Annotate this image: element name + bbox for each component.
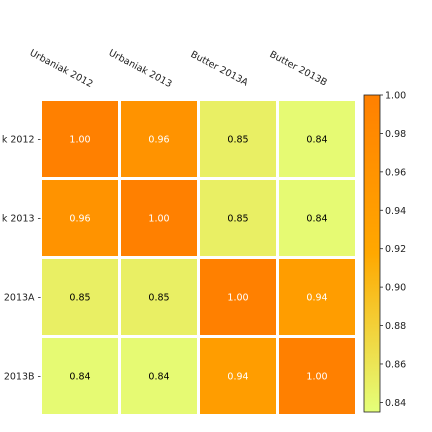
heatmap-cell-r1-c0 [42, 180, 118, 256]
colorbar: 1.00 0.98 0.96 0.94 0.92 0.90 0.88 0.86 0.84 [363, 91, 406, 413]
cell-label-r1-c2: 0.85 [227, 214, 248, 225]
colorbar-tick-label-0: 1.00 [385, 91, 406, 102]
colorbar-tick-label-7: 0.86 [385, 359, 406, 370]
y-tick-label-1: k 2013 - [2, 214, 41, 225]
heatmap-cell-r1-c1 [121, 180, 197, 256]
heatmap-cell-labels: 1.00 0.96 0.85 0.84 0.96 1.00 0.85 0.84 0.85 0.85… [69, 135, 327, 383]
colorbar-tick-label-4: 0.92 [385, 244, 406, 255]
colorbar-tick-label-5: 0.90 [385, 283, 406, 294]
heatmap-cell-r2-c1 [121, 259, 197, 335]
heatmap-cells [42, 101, 355, 414]
cell-label-r0-c2: 0.85 [227, 135, 248, 146]
cell-label-r0-c1: 0.96 [148, 135, 169, 146]
x-tick-label-0: Urbaniak 2012 [28, 48, 95, 91]
heatmap-cell-r2-c0 [42, 259, 118, 335]
cell-label-r1-c3: 0.84 [306, 214, 327, 225]
cell-label-r3-c1: 0.84 [148, 372, 169, 383]
heatmap-cell-r3-c1 [121, 338, 197, 414]
cell-label-r2-c3: 0.94 [306, 293, 327, 304]
cell-label-r0-c0: 1.00 [69, 135, 90, 146]
heatmap-cell-r2-c3 [279, 259, 355, 335]
heatmap-cell-r2-c2 [200, 259, 276, 335]
heatmap-cell-r3-c2 [200, 338, 276, 414]
colorbar-gradient [363, 94, 381, 413]
x-tick-label-2: Butter 2013A [189, 49, 251, 89]
y-axis-ticks: k 2012 - k 2013 - 2013A - 2013B - [2, 135, 41, 383]
cell-label-r3-c2: 0.94 [227, 372, 248, 383]
colorbar-tick-label-8: 0.84 [385, 398, 406, 409]
cell-label-r0-c3: 0.84 [306, 135, 327, 146]
heatmap-cell-r3-c3 [279, 338, 355, 414]
heatmap-cell-r0-c3 [279, 101, 355, 177]
y-tick-label-2: 2013A - [4, 293, 41, 304]
heatmap-cell-r0-c2 [200, 101, 276, 177]
y-tick-label-0: k 2012 - [2, 135, 41, 146]
cell-label-r2-c2: 1.00 [227, 293, 248, 304]
x-tick-label-1: Urbaniak 2013 [107, 48, 174, 91]
x-axis-ticks: Urbaniak 2012 Urbaniak 2013 Butter 2013A Bu… [28, 48, 329, 91]
cell-label-r2-c0: 0.85 [69, 293, 90, 304]
cell-label-r3-c3: 1.00 [306, 372, 327, 383]
heatmap-cell-r1-c3 [279, 180, 355, 256]
colorbar-tick-label-2: 0.96 [385, 167, 406, 178]
colorbar-tick-label-1: 0.98 [385, 129, 406, 140]
colorbar-tick-label-6: 0.88 [385, 321, 406, 332]
y-tick-label-3: 2013B - [4, 372, 41, 383]
x-tick-label-3: Butter 2013B [268, 49, 329, 89]
cell-label-r1-c0: 0.96 [69, 214, 90, 225]
heatmap-cell-r0-c1 [121, 101, 197, 177]
colorbar-tick-label-3: 0.94 [385, 206, 406, 217]
cell-label-r2-c1: 0.85 [148, 293, 169, 304]
cell-label-r3-c0: 0.84 [69, 372, 90, 383]
cell-label-r1-c1: 1.00 [148, 214, 169, 225]
heatmap-cell-r1-c2 [200, 180, 276, 256]
heatmap-cell-r0-c0 [42, 101, 118, 177]
heatmap-cell-r3-c0 [42, 338, 118, 414]
